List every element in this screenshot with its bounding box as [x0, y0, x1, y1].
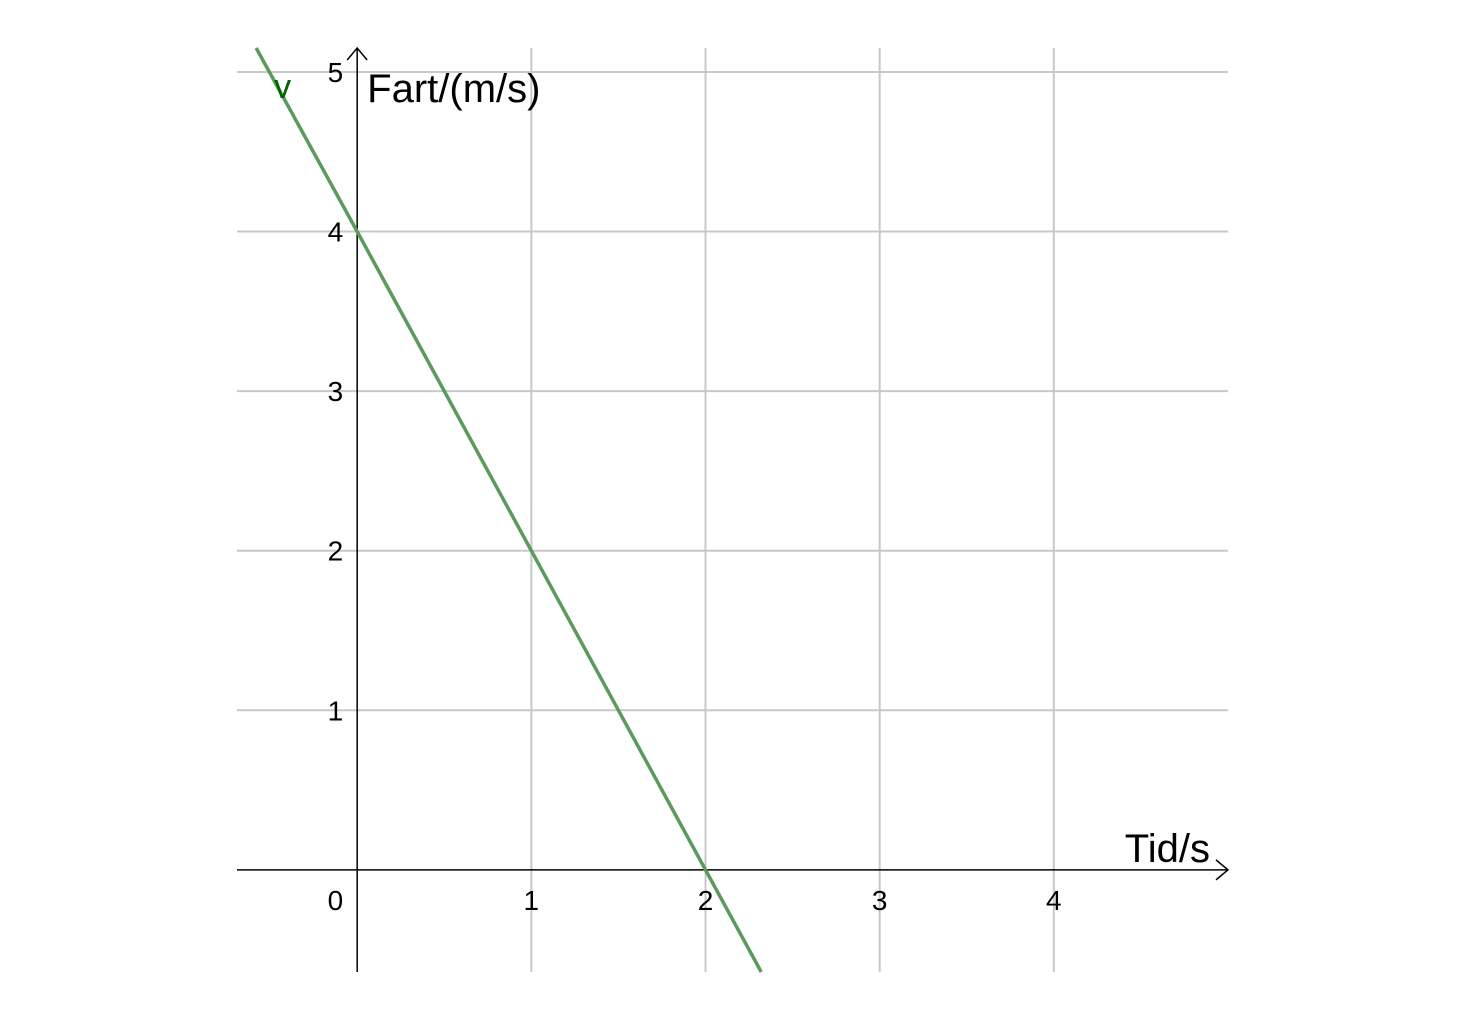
origin-tick-label: 0 — [328, 885, 344, 916]
x-tick-label-3: 3 — [872, 885, 888, 916]
axes — [237, 46, 1230, 972]
y-axis-arrow-icon — [346, 46, 368, 61]
y-tick-label-1: 1 — [328, 695, 344, 726]
x-tick-label-1: 1 — [524, 885, 540, 916]
tick-labels: 1 2 3 4 1 2 3 4 5 — [328, 57, 1062, 916]
y-axis-title: Fart/(m/s) — [367, 67, 540, 111]
y-tick-label-2: 2 — [328, 536, 344, 567]
x-axis-arrow-icon — [1215, 859, 1230, 881]
y-tick-label-4: 4 — [328, 217, 344, 248]
y-tick-label-3: 3 — [328, 376, 344, 407]
x-tick-label-4: 4 — [1046, 885, 1062, 916]
y-tick-label-5: 5 — [328, 57, 344, 88]
series: v — [254, 47, 763, 973]
grid — [237, 48, 1228, 972]
series-line-v — [254, 47, 763, 973]
x-axis-title: Tid/s — [1125, 827, 1210, 871]
x-tick-label-2: 2 — [698, 885, 714, 916]
series-label-v: v — [274, 68, 291, 106]
